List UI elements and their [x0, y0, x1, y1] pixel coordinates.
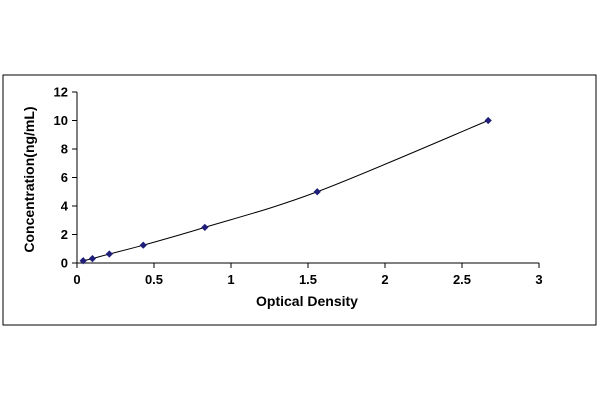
- data-points: [79, 116, 492, 265]
- y-tick-label: 10: [54, 113, 68, 128]
- chart-outer-frame: [2, 74, 597, 326]
- y-tick-label: 8: [61, 142, 68, 157]
- y-tick-label: 2: [61, 227, 68, 242]
- x-tick-label: 2.5: [453, 272, 471, 287]
- y-tick-label: 4: [61, 199, 69, 214]
- data-point-marker: [105, 250, 113, 258]
- trend-curve: [83, 120, 489, 262]
- data-point-marker: [484, 116, 492, 125]
- data-point-marker: [88, 254, 97, 263]
- data-point-marker: [79, 257, 87, 265]
- y-tick-label: 0: [61, 256, 68, 271]
- x-axis-title: Optical Density: [256, 293, 358, 309]
- data-point-marker: [313, 188, 321, 196]
- x-tick-label: 1.5: [299, 272, 317, 287]
- x-tick-label: 2: [381, 272, 388, 287]
- x-tick-label: 3: [535, 272, 542, 287]
- data-point-marker: [201, 223, 209, 231]
- x-tick-label: 0: [73, 272, 80, 287]
- y-axis-ticks: 0 2 4 6 8 10 12: [54, 85, 77, 271]
- data-point-marker: [139, 241, 147, 249]
- x-tick-label: 0.5: [145, 272, 163, 287]
- y-tick-label: 12: [54, 85, 68, 100]
- y-tick-label: 6: [61, 170, 68, 185]
- x-axis-ticks: 0 0.5 1 1.5 2 2.5 3: [73, 263, 543, 287]
- x-tick-label: 1: [227, 272, 234, 287]
- y-axis-title: Concentration(ng/mL): [21, 106, 37, 252]
